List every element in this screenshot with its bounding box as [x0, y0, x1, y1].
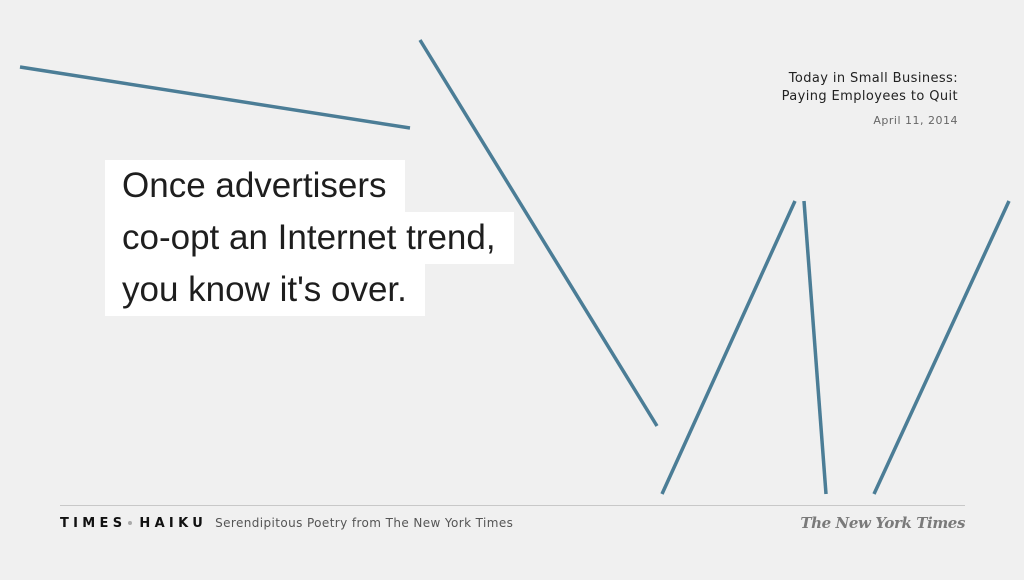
- footer: TIMES HAIKU Serendipitous Poetry from Th…: [60, 512, 965, 534]
- article-title-line-1: Today in Small Business:: [788, 71, 958, 86]
- decorative-line: [19, 65, 411, 130]
- haiku-poem: Once advertisers co-opt an Internet tren…: [105, 160, 514, 316]
- brand-times: TIMES: [60, 515, 127, 531]
- decorative-line: [418, 39, 659, 427]
- haiku-line-1: Once advertisers: [105, 160, 405, 212]
- nyt-logo[interactable]: The New York Times: [800, 514, 965, 532]
- decorative-line: [660, 200, 797, 495]
- source-article: Today in Small Business: Paying Employee…: [782, 70, 958, 127]
- article-date: April 11, 2014: [873, 114, 958, 127]
- article-title-line-2: Paying Employees to Quit: [781, 89, 958, 104]
- brand-separator-dot: [128, 521, 133, 525]
- times-haiku-brand[interactable]: TIMES HAIKU: [60, 516, 207, 531]
- article-title-link[interactable]: Today in Small Business: Paying Employee…: [782, 70, 958, 106]
- footer-divider: [60, 505, 965, 506]
- brand-haiku: HAIKU: [139, 515, 208, 531]
- haiku-line-3: you know it's over.: [105, 264, 425, 316]
- decorative-line: [802, 200, 828, 495]
- decorative-line: [872, 200, 1011, 495]
- tagline: Serendipitous Poetry from The New York T…: [215, 516, 514, 530]
- haiku-line-2: co-opt an Internet trend,: [105, 212, 514, 264]
